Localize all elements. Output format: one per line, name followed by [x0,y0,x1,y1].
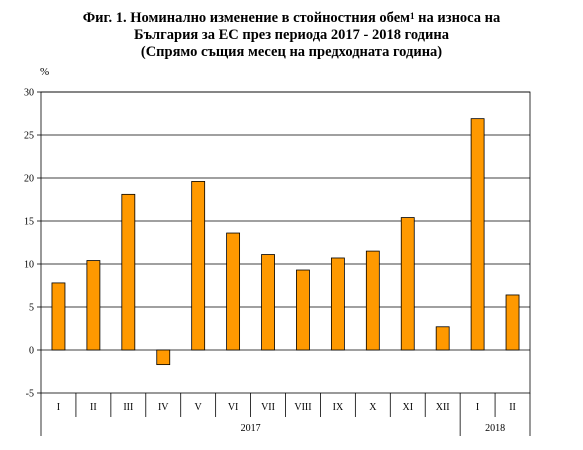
bar [261,254,275,351]
x-tick-label: II [90,402,97,413]
y-tick-label: 5 [29,303,34,314]
y-tick-label: 20 [24,174,34,185]
x-tick-label: VII [261,402,275,413]
plot-frame [40,91,531,394]
y-tick-label: 30 [24,88,34,99]
group-label: 2018 [485,423,505,434]
x-tick-label: VIII [294,402,311,413]
y-tick-label: 15 [24,217,34,228]
x-tick-label: IX [333,402,344,413]
title-line-3: (Спрямо същия месец на предходната годин… [140,44,443,60]
x-tick-label: X [369,402,377,413]
bar [505,294,520,351]
y-tick-label: -5 [26,389,34,400]
bar [400,217,415,351]
x-tick-label: IV [158,402,169,413]
bar [330,257,345,351]
bar [435,326,450,351]
x-tick-label: I [476,402,479,413]
x-tick-label: V [195,402,203,413]
y-axis-unit-label: % [40,66,50,78]
bar [365,250,380,351]
y-tick-label: 10 [24,260,34,271]
bar [51,282,66,351]
chart-title: Фиг. 1. Номинално изменение в стойностни… [0,10,583,61]
bar [470,118,485,351]
x-tick-label: VI [228,402,239,413]
y-tick-label: 25 [24,131,34,142]
bar [121,193,136,351]
y-tick-label: 0 [29,346,34,357]
title-line-2: България за ЕС през периода 2017 - 2018 … [134,27,449,43]
x-tick-label: III [123,402,133,413]
group-label: 2017 [241,423,261,434]
bar [156,349,171,366]
x-tick-label: II [509,402,516,413]
x-tick-label: XI [402,402,413,413]
bar [191,181,206,351]
bar [86,260,101,351]
x-tick-label: XII [436,402,450,413]
bar [296,269,310,351]
bar [226,232,241,351]
title-line-1: Фиг. 1. Номинално изменение в стойностни… [82,10,501,26]
x-tick-label: I [57,402,60,413]
